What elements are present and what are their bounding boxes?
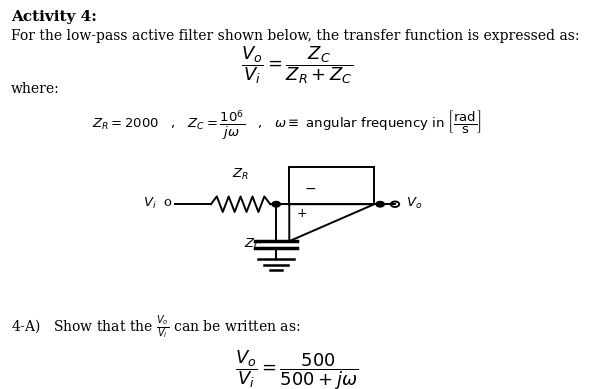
- Circle shape: [376, 202, 384, 207]
- Text: where:: where:: [11, 82, 59, 96]
- Text: $+$: $+$: [296, 207, 308, 221]
- Text: $V_i$  o: $V_i$ o: [143, 196, 172, 210]
- Text: $Z_C$: $Z_C$: [244, 237, 261, 252]
- Text: $Z_R = 2000$   ,   $Z_C = \dfrac{10^6}{j\omega}$   ,   $\omega \equiv$ angular f: $Z_R = 2000$ , $Z_C = \dfrac{10^6}{j\ome…: [92, 109, 482, 142]
- Text: $\dfrac{V_o}{V_i} = \dfrac{500}{500 + j\omega}$: $\dfrac{V_o}{V_i} = \dfrac{500}{500 + j\…: [235, 348, 359, 389]
- Bar: [289, 167, 374, 204]
- Text: $Z_R$: $Z_R$: [232, 167, 249, 182]
- Text: $V_o$: $V_o$: [406, 196, 422, 210]
- Text: Activity 4:: Activity 4:: [11, 10, 97, 24]
- Text: $\dfrac{V_o}{V_i} = \dfrac{Z_C}{Z_R + Z_C}$: $\dfrac{V_o}{V_i} = \dfrac{Z_C}{Z_R + Z_…: [241, 45, 353, 86]
- Circle shape: [272, 202, 280, 207]
- Text: $-$: $-$: [304, 180, 316, 194]
- Text: For the low-pass active filter shown below, the transfer function is expressed a: For the low-pass active filter shown bel…: [11, 29, 579, 43]
- Text: 4-A)   Show that the $\frac{V_o}{V_i}$ can be written as:: 4-A) Show that the $\frac{V_o}{V_i}$ can…: [11, 313, 301, 341]
